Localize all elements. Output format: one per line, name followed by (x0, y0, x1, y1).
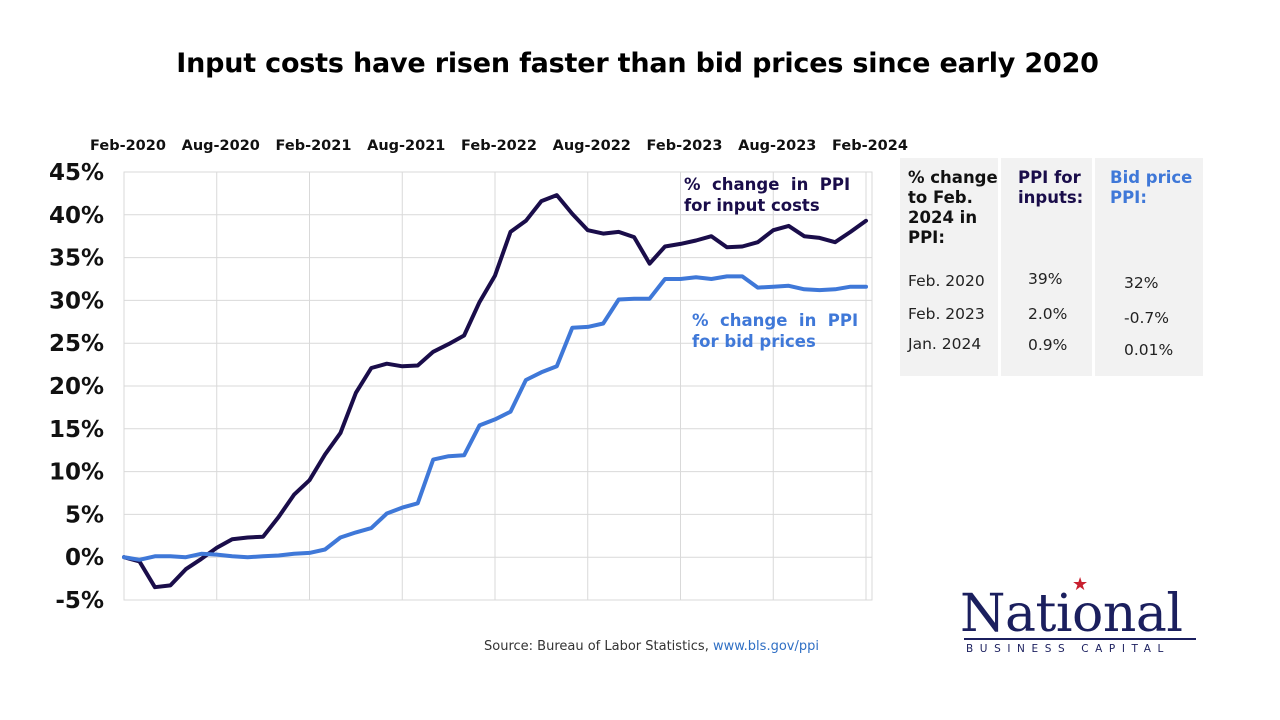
table-cell: 39% (1028, 270, 1063, 288)
y-tick-label: 45% (49, 160, 104, 186)
table-column-divider (1092, 158, 1095, 376)
x-tick-label: Aug-2020 (182, 138, 260, 154)
table-header-bid-price: Bid price PPI: (1110, 168, 1193, 207)
star-icon: ★ (1072, 574, 1089, 595)
table-cell: 2.0% (1028, 305, 1068, 323)
x-tick-label: Feb-2022 (461, 138, 537, 154)
x-tick-label: Aug-2021 (367, 138, 445, 154)
x-tick-label: Feb-2021 (276, 138, 352, 154)
y-tick-label: 5% (65, 502, 104, 528)
bid-prices-line (122, 274, 868, 562)
y-tick-label: 40% (49, 203, 104, 229)
table-header-period: % change to Feb. 2024 in PPI: (908, 168, 998, 247)
source-text: Source: Bureau of Labor Statistics, (484, 639, 713, 654)
x-tick-label: Aug-2022 (553, 138, 631, 154)
x-tick-label: Feb-2020 (90, 138, 166, 154)
ppi-change-table: % change to Feb. 2024 in PPI: PPI for in… (900, 158, 1203, 376)
y-tick-label: 25% (49, 331, 104, 357)
table-cell: 0.01% (1124, 341, 1174, 359)
table-cell: 32% (1124, 274, 1159, 292)
y-tick-label: -5% (55, 588, 104, 614)
series-annotation: for input costs (684, 196, 820, 215)
chart-title: Input costs have risen faster than bid p… (176, 48, 1099, 79)
series-annotation: % change in PPI (692, 311, 858, 330)
table-cell: Feb. 2023 (908, 305, 985, 323)
logo-wordmark: National (960, 584, 1183, 644)
table-cell: Feb. 2020 (908, 272, 985, 290)
table-column-divider (998, 158, 1001, 376)
source-note: Source: Bureau of Labor Statistics, www.… (484, 639, 819, 654)
y-tick-label: 10% (49, 460, 104, 486)
logo-divider (964, 638, 1196, 640)
table-cell: -0.7% (1124, 309, 1169, 327)
logo-subtitle: BUSINESS CAPITAL (966, 643, 1170, 655)
input-costs-line (122, 193, 868, 590)
table-cell: 0.9% (1028, 336, 1068, 354)
table-cell: Jan. 2024 (908, 335, 982, 353)
x-tick-label: Feb-2024 (832, 138, 908, 154)
company-logo: ★ National BUSINESS CAPITAL (960, 576, 1200, 660)
y-tick-label: 0% (65, 545, 104, 571)
y-tick-label: 15% (49, 417, 104, 443)
table-header-inputs: PPI for inputs: (1018, 168, 1084, 207)
y-tick-label: 35% (49, 246, 104, 272)
series-annotation: % change in PPI (684, 175, 850, 194)
x-tick-label: Aug-2023 (738, 138, 816, 154)
source-link[interactable]: www.bls.gov/ppi (712, 639, 819, 654)
y-tick-label: 30% (49, 288, 104, 314)
y-tick-label: 20% (49, 374, 104, 400)
series-annotation: for bid prices (692, 332, 816, 351)
x-tick-label: Feb-2023 (647, 138, 723, 154)
